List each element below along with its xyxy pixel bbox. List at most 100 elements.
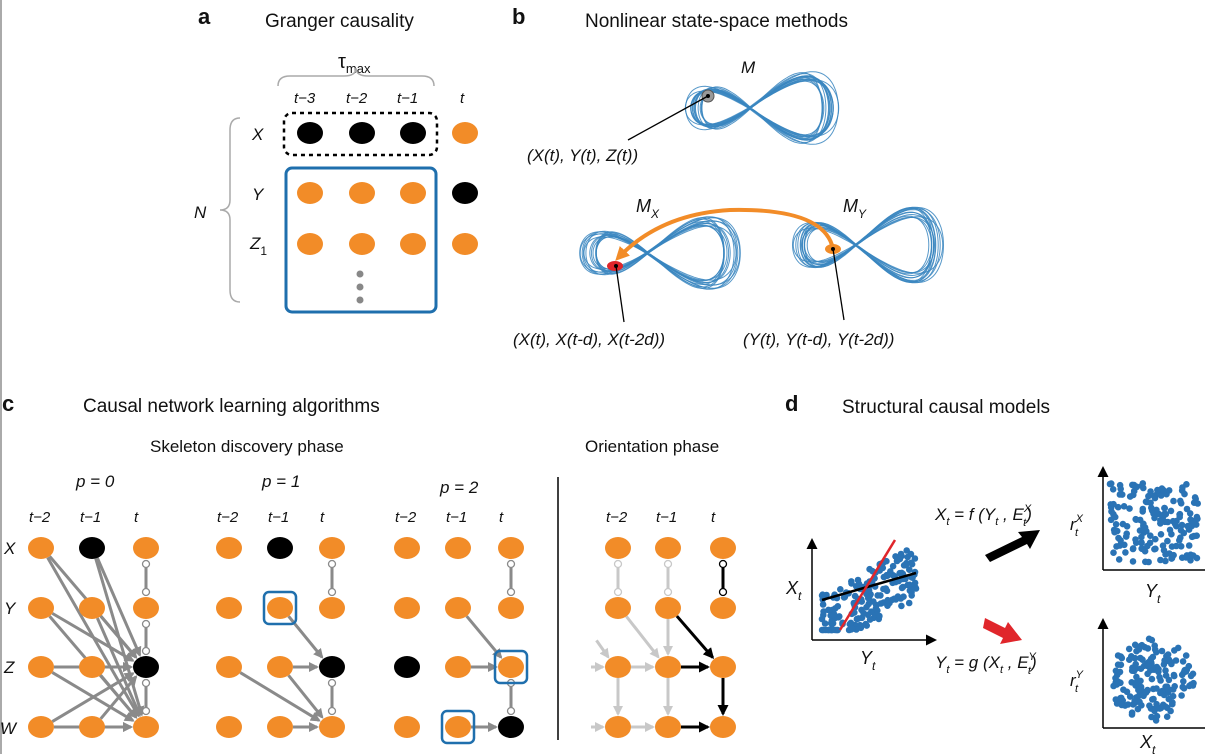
- a-time-t: t: [460, 90, 465, 107]
- c-node-or-0-1: [655, 537, 681, 559]
- mx-loop-12: [595, 225, 725, 281]
- p1-xy-o2: [327, 587, 337, 597]
- p1-zw-o1: [327, 678, 337, 688]
- dt-pt-12: [1147, 488, 1154, 495]
- c-node-p0-1-0: [28, 597, 54, 619]
- dt-pt-127: [1136, 527, 1144, 534]
- c-nodes: [28, 537, 736, 738]
- a-node-0-1: [349, 122, 375, 144]
- dm-pt-160: [907, 550, 915, 558]
- my-pointer: [832, 248, 845, 321]
- dt-pt-128: [1168, 530, 1175, 538]
- db-pt-136: [1126, 693, 1134, 700]
- panel-c: c Causal network learning algorithms Ske…: [0, 391, 736, 745]
- c-node-p1-2-0: [216, 656, 242, 678]
- d-bot-xlabel: Xt: [1139, 732, 1156, 754]
- db-pt-55: [1124, 701, 1132, 708]
- db-pt-112: [1128, 711, 1136, 718]
- mx-loop-0: [582, 220, 738, 286]
- c-node-or-3-1: [655, 716, 681, 738]
- dm-pt-83: [883, 587, 891, 595]
- dt-pt-111: [1164, 518, 1172, 526]
- or-b1: [675, 615, 715, 660]
- dm-pt-173: [825, 606, 832, 614]
- dm-pt-61: [821, 620, 829, 627]
- dt-pt-16: [1109, 486, 1117, 493]
- dt-pt-107: [1194, 515, 1201, 523]
- dt-pt-156: [1171, 520, 1179, 528]
- db-pt-151: [1142, 689, 1150, 696]
- orientation-title: Orientation phase: [585, 437, 719, 456]
- dm-pt-188: [892, 596, 900, 603]
- p1-zw-o2: [327, 706, 337, 716]
- d-arrow-red: [983, 618, 1022, 644]
- dt-pt-95: [1180, 529, 1188, 537]
- c-node-p1-0-2: [319, 537, 345, 559]
- p0-edge-z-7: [99, 675, 138, 720]
- dt-pt-162: [1116, 491, 1124, 498]
- c-time-p2-1: t−1: [446, 509, 467, 526]
- dt-pt-135: [1185, 542, 1193, 549]
- d-top-ylabel: rX t: [1070, 513, 1084, 539]
- c-time-labels: t−2 t−1 t t−2 t−1 t t−2 t−1 t t−2 t−1 t: [29, 509, 716, 526]
- c-node-p0-2-0: [28, 656, 54, 678]
- c-node-or-2-0: [605, 656, 631, 678]
- d-bot-scatter: [1110, 635, 1197, 724]
- dt-pt-79: [1132, 516, 1140, 523]
- my-loop-6: [803, 211, 933, 279]
- panel-b: b Nonlinear state-space methods M (X(t),…: [512, 4, 945, 349]
- panel-c-letter: c: [2, 391, 14, 416]
- d-fit-black: [821, 571, 917, 602]
- dm-pt-33: [905, 599, 913, 607]
- panel-d-letter: d: [785, 391, 798, 416]
- a-node-1-1: [349, 182, 375, 204]
- c-node-or-1-0: [605, 597, 631, 619]
- condition-box-1: [493, 649, 529, 685]
- n-brace: [219, 117, 241, 303]
- c-node-p1-3-1: [267, 716, 293, 738]
- c-node-p1-1-1: [267, 597, 293, 619]
- a-node-0-3: [452, 122, 478, 144]
- d-bot-ylabel: rY t: [1070, 669, 1084, 695]
- m-loop-12: [700, 76, 824, 140]
- or-x1-o1: [663, 559, 673, 569]
- dt-pt-9: [1178, 521, 1186, 529]
- db-pt-124: [1152, 717, 1160, 724]
- ellipsis-dot-2: [356, 296, 364, 304]
- dm-pt-119: [863, 603, 870, 611]
- db-pt-144: [1169, 692, 1177, 700]
- dt-pt-61: [1112, 521, 1120, 528]
- dt-pt-32: [1167, 507, 1175, 515]
- state-point-pointer: [627, 95, 709, 141]
- db-pt-140: [1172, 657, 1180, 664]
- m-loop-14: [694, 75, 830, 141]
- dt-pt-131: [1122, 549, 1129, 556]
- dt-pt-159: [1121, 541, 1128, 549]
- c-node-p2-0-1: [445, 537, 471, 559]
- dm-pt-177: [898, 584, 906, 592]
- dm-pt-158: [872, 605, 880, 612]
- d-main-xlabel: Yt: [860, 648, 876, 673]
- a-node-2-1: [349, 233, 375, 255]
- db-pt-156: [1134, 705, 1142, 713]
- panel-c-title: Causal network learning algorithms: [83, 396, 380, 417]
- m-loop-5: [697, 73, 827, 143]
- c-node-p1-1-0: [216, 597, 242, 619]
- c-node-p1-0-1: [267, 537, 293, 559]
- c-node-p0-3-2: [133, 716, 159, 738]
- dt-pt-69: [1151, 514, 1158, 522]
- p1-xy-o1: [327, 559, 337, 569]
- c-time-p0-0: t−2: [29, 509, 51, 526]
- db-pt-143: [1135, 686, 1142, 694]
- dm-pt-13: [819, 601, 827, 608]
- dt-pt-151: [1141, 524, 1149, 531]
- ellipsis-dot-1: [356, 283, 364, 291]
- panel-a: a Granger causality τmax t−3 t−2 t−1 t X…: [194, 4, 478, 314]
- db-pt-104: [1112, 674, 1119, 682]
- or-x2-o1: [718, 559, 728, 569]
- dt-pt-155: [1154, 486, 1161, 494]
- dm-pt-112: [898, 569, 905, 577]
- or-x2-o2: [718, 587, 728, 597]
- dt-pt-62: [1161, 504, 1168, 512]
